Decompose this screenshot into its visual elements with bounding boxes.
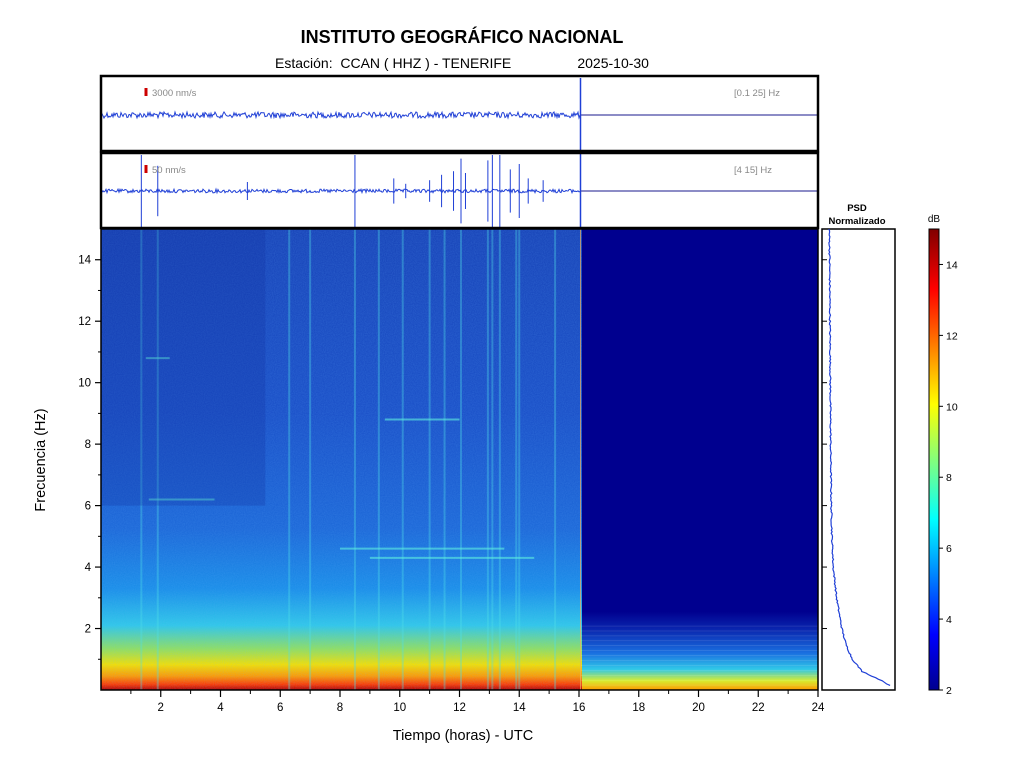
- x-tick-label: 16: [573, 702, 586, 714]
- colorbar-unit-label: dB: [928, 214, 941, 225]
- y-tick-label: 12: [78, 316, 91, 328]
- x-tick-label: 8: [337, 702, 343, 714]
- x-tick-label: 6: [277, 702, 283, 714]
- spectrogram-event: [140, 229, 143, 690]
- colorbar-tick-label: 6: [946, 543, 952, 555]
- y-tick-label: 10: [78, 378, 91, 390]
- y-tick-label: 8: [85, 439, 91, 451]
- y-tick-label: 4: [85, 562, 92, 574]
- x-tick-label: 12: [453, 702, 466, 714]
- spectrogram-event: [459, 229, 462, 690]
- scale-marker-broadband: [144, 88, 148, 96]
- psd-curve: [828, 228, 891, 686]
- spectrogram-event: [486, 229, 489, 690]
- y-axis-label: Frecuencia (Hz): [33, 408, 49, 511]
- spectrogram-event: [309, 229, 312, 690]
- station-label: Estación:: [275, 55, 333, 71]
- colorbar-tick-label: 4: [946, 614, 952, 626]
- x-tick-label: 10: [393, 702, 406, 714]
- colorbar: dB 2 4 6 8 10 12 14: [928, 214, 958, 697]
- x-tick-label: 22: [752, 702, 765, 714]
- spectrogram-event: [518, 229, 521, 690]
- date-label: 2025-10-30: [577, 55, 649, 71]
- band-label-filtered: [4 15] Hz: [734, 165, 772, 176]
- y-tick-label: 2: [85, 624, 91, 636]
- spectrogram-event: [353, 229, 356, 690]
- x-tick-label: 18: [632, 702, 645, 714]
- spectrogram-event: [443, 229, 446, 690]
- spectrogram-event: [288, 229, 291, 690]
- y-tick-label: 6: [85, 501, 91, 513]
- spectrogram-event: [401, 229, 404, 690]
- colorbar-tick-label: 14: [946, 259, 958, 271]
- station-value: CCAN ( HHZ ) - TENERIFE: [340, 55, 512, 71]
- spectrogram-event: [515, 229, 518, 690]
- psd-subtitle: Normalizado: [828, 216, 885, 227]
- page-title: INSTITUTO GEOGRÁFICO NACIONAL: [300, 27, 624, 47]
- spectrogram-event: [428, 229, 431, 690]
- x-tick-label: 2: [158, 702, 164, 714]
- colorbar-tick-label: 12: [946, 330, 958, 342]
- psd-title: PSD: [847, 203, 867, 214]
- band-label-broadband: [0.1 25] Hz: [734, 88, 780, 99]
- spectrogram-event: [156, 229, 159, 690]
- colorbar-tick-label: 2: [946, 685, 952, 697]
- psd-panel: PSD Normalizado: [821, 203, 896, 691]
- seismogram-trace: [101, 110, 581, 120]
- x-tick-label: 20: [692, 702, 705, 714]
- x-tick-label: 4: [217, 702, 224, 714]
- scale-marker-filtered: [144, 165, 148, 173]
- x-axis-label: Tiempo (horas) - UTC: [393, 728, 533, 744]
- spectrogram-event: [554, 229, 557, 690]
- y-tick-label: 14: [78, 255, 91, 267]
- spectrogram-event: [377, 229, 380, 690]
- spectrogram-event: [491, 229, 494, 690]
- spectrogram-event: [498, 229, 501, 690]
- scale-label-broadband: 3000 nm/s: [152, 88, 197, 99]
- colorbar-tick-label: 10: [946, 401, 958, 413]
- spectrogram-quiet-region: [101, 229, 266, 506]
- spectrogram-empty-area: [582, 229, 818, 690]
- colorbar-gradient: [928, 228, 940, 691]
- x-tick-label: 14: [513, 702, 526, 714]
- x-tick-label: 24: [812, 702, 825, 714]
- seismogram-broadband-panel: 3000 nm/s [0.1 25] Hz: [99, 74, 820, 153]
- station-subtitle: Estación: CCAN ( HHZ ) - TENERIFE 2025-1…: [0, 55, 924, 71]
- scale-label-filtered: 50 nm/s: [152, 165, 186, 176]
- colorbar-tick-label: 8: [946, 472, 952, 484]
- seismogram-filtered-panel: 50 nm/s [4 15] Hz: [99, 151, 820, 230]
